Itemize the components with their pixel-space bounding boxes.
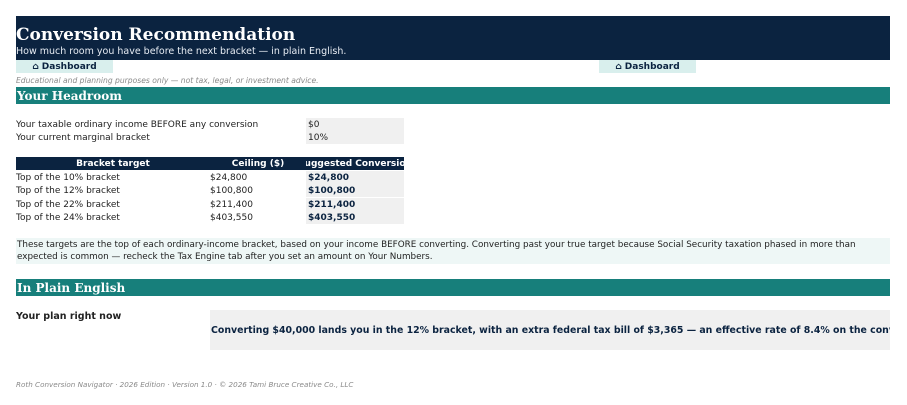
section-header-plain-english: In Plain English xyxy=(16,279,890,296)
dashboard-button-left[interactable]: ⌂ Dashboard xyxy=(16,60,113,73)
column-header-suggested: Suggested Conversion xyxy=(306,158,404,169)
section-title: In Plain English xyxy=(17,280,126,295)
table-row-label: Top of the 22% bracket xyxy=(16,200,120,210)
header-banner xyxy=(16,16,890,60)
page-title: Conversion Recommendation xyxy=(16,25,296,45)
section-title: Your Headroom xyxy=(17,88,122,103)
table-row-label: Top of the 12% bracket xyxy=(16,186,120,196)
table-row-suggested: $211,400 xyxy=(306,198,404,211)
taxable-income-label: Your taxable ordinary income BEFORE any … xyxy=(16,120,259,130)
home-icon: ⌂ xyxy=(32,61,39,72)
table-row-suggested: $403,550 xyxy=(306,211,404,224)
dashboard-button-label: Dashboard xyxy=(41,61,97,72)
plan-summary: Converting $40,000 lands you in the 12% … xyxy=(210,310,890,350)
table-row-ceiling: $403,550 xyxy=(210,213,253,223)
home-icon: ⌂ xyxy=(615,61,622,72)
footer-text: Roth Conversion Navigator · 2026 Edition… xyxy=(16,380,354,389)
table-row-suggested: $100,800 xyxy=(306,184,404,197)
table-row-ceiling: $100,800 xyxy=(210,186,253,196)
marginal-bracket-label: Your current marginal bracket xyxy=(16,133,150,143)
bracket-note: These targets are the top of each ordina… xyxy=(16,238,890,264)
section-header-headroom: Your Headroom xyxy=(16,87,890,104)
page-subtitle: How much room you have before the next b… xyxy=(16,46,347,57)
dashboard-button-label: Dashboard xyxy=(624,61,680,72)
taxable-income-value: $0 xyxy=(306,118,404,131)
column-header-bracket: Bracket target xyxy=(76,158,150,169)
table-row-ceiling: $211,400 xyxy=(210,200,253,210)
table-row-label: Top of the 10% bracket xyxy=(16,173,120,183)
dashboard-button-right[interactable]: ⌂ Dashboard xyxy=(599,60,696,73)
disclaimer-text: Educational and planning purposes only —… xyxy=(16,76,319,85)
bracket-table-header: Bracket target Ceiling ($) Suggested Con… xyxy=(16,157,404,170)
table-row-label: Top of the 24% bracket xyxy=(16,213,120,223)
marginal-bracket-value: 10% xyxy=(306,131,404,144)
table-row-suggested: $24,800 xyxy=(306,171,404,184)
table-row-ceiling: $24,800 xyxy=(210,173,248,183)
column-header-ceiling: Ceiling ($) xyxy=(231,158,285,169)
plan-label: Your plan right now xyxy=(16,311,122,322)
